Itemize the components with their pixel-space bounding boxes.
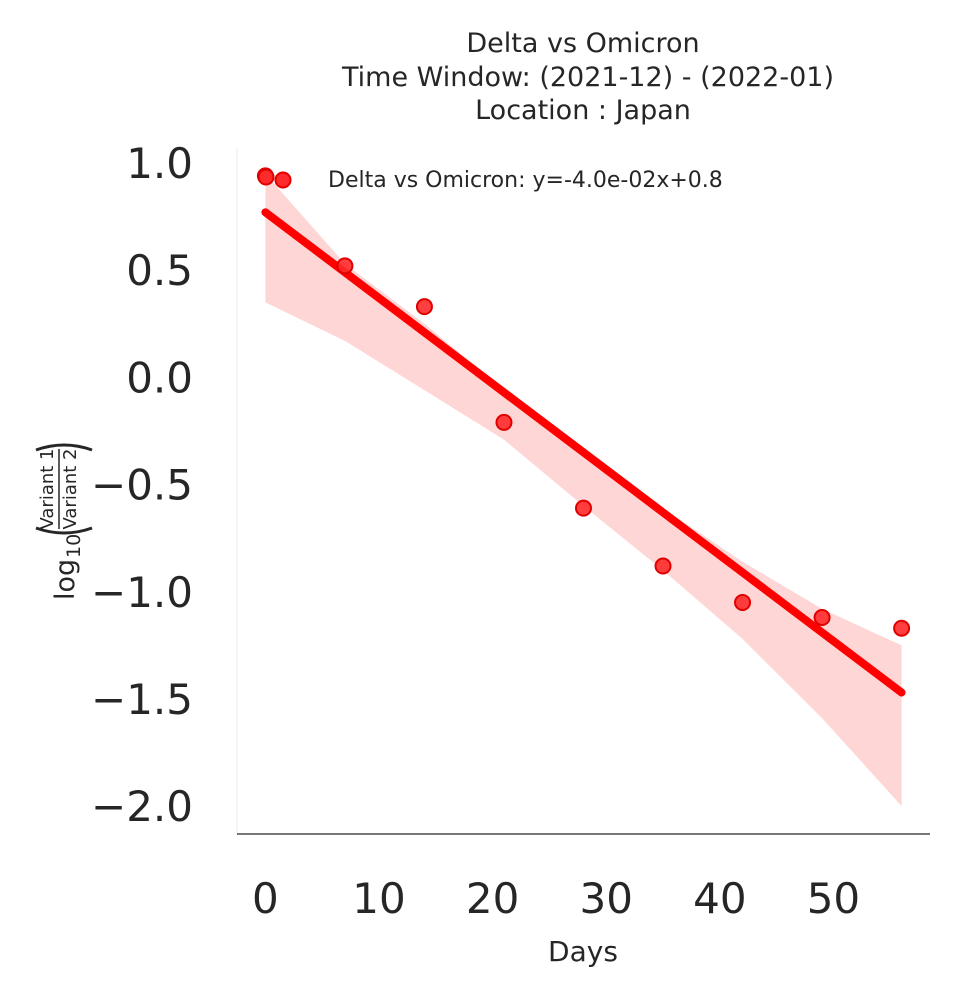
- chart-title: Delta vs Omicron Time Window: (2021-12) …: [341, 28, 834, 126]
- y-axis-label-denominator: Variant 2: [60, 448, 81, 529]
- x-tick-label-1: 10: [352, 874, 405, 923]
- data-point-3: [495, 413, 513, 431]
- data-point-1: [336, 257, 354, 275]
- y-axis-label-left-paren: [35, 526, 93, 535]
- y-tick-label-0: 1.0: [126, 139, 193, 188]
- data-point-6: [734, 593, 752, 611]
- x-tick-label-3: 30: [579, 874, 632, 923]
- y-tick-label-3: −0.5: [91, 461, 193, 510]
- y-tick-label-4: −1.0: [91, 568, 193, 617]
- x-tick-label-5: 50: [807, 874, 860, 923]
- data-point-4: [575, 499, 592, 517]
- y-tick-label-6: −2.0: [91, 782, 193, 831]
- x-tick-label-4: 40: [693, 874, 746, 923]
- y-tick-label-2: 0.0: [126, 353, 193, 402]
- y-tick-label-5: −1.5: [91, 675, 193, 724]
- x-tick-labels: 0 10 20 30 40 50: [252, 874, 860, 923]
- data-point-7: [813, 608, 831, 626]
- data-points-layer: [256, 167, 911, 637]
- legend-marker-2: [274, 171, 292, 189]
- legend-label: Delta vs Omicron: y=-4.0e-02x+0.8: [328, 168, 723, 193]
- y-axis-label-log: log: [50, 559, 81, 600]
- y-tick-label-1: 0.5: [126, 246, 193, 295]
- data-point-8: [893, 619, 911, 637]
- data-point-5: [654, 557, 672, 575]
- regression-line: [261, 208, 906, 697]
- x-tick-label-2: 20: [466, 874, 519, 923]
- x-tick-label-0: 0: [252, 874, 279, 923]
- y-tick-labels: 1.0 0.5 0.0 −0.5 −1.0 −1.5 −2.0: [91, 139, 193, 831]
- x-axis-label: Days: [548, 935, 618, 968]
- regression-line-layer: [261, 208, 906, 697]
- confidence-band-layer: [265, 173, 902, 807]
- legend: Delta vs Omicron: y=-4.0e-02x+0.8: [257, 168, 723, 193]
- chart-title-line-3: Location : Japan: [475, 95, 691, 126]
- confidence-band: [265, 173, 902, 807]
- y-axis-label: log 10 Variant 1 Variant 2: [35, 443, 93, 600]
- chart-title-line-2: Time Window: (2021-12) - (2022-01): [341, 62, 834, 93]
- legend-marker-1: [257, 168, 275, 186]
- chart-title-line-1: Delta vs Omicron: [466, 28, 699, 59]
- data-point-2: [415, 298, 433, 316]
- y-axis-label-subscript: 10: [63, 534, 85, 558]
- y-axis-label-right-paren: [35, 443, 93, 452]
- y-axis-label-numerator: Variant 1: [37, 448, 58, 529]
